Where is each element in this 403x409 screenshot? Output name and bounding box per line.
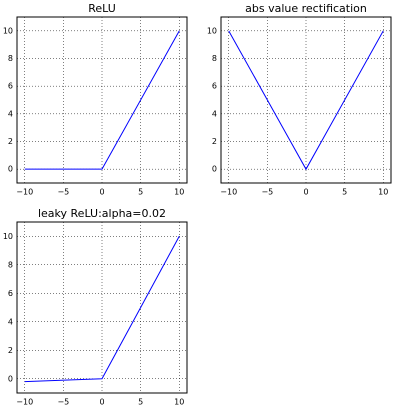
y-tick-label: 6: [212, 82, 217, 91]
y-tick-label: 6: [8, 289, 13, 298]
x-tick-label: 0: [99, 398, 104, 407]
x-tick-label: 5: [138, 398, 143, 407]
y-tick-label: 2: [8, 137, 13, 146]
plot-frame: [220, 16, 392, 184]
y-tick-label: 0: [212, 165, 217, 174]
x-tick-label: 10: [174, 188, 184, 197]
line: [24, 30, 180, 170]
y-tick-label: 8: [212, 54, 217, 63]
x-tick-label: −10: [220, 188, 237, 197]
y-tick-label: 10: [207, 26, 217, 35]
chart-title: leaky ReLU:alpha=0.02: [38, 207, 166, 220]
x-tick-label: 0: [303, 188, 308, 197]
y-tick-label: 4: [8, 109, 13, 118]
y-tick-label: 0: [8, 165, 13, 174]
y-tick-label: 8: [8, 54, 13, 63]
y-tick-label: 2: [8, 346, 13, 355]
x-tick-label: −5: [57, 188, 69, 197]
x-tick-label: 5: [138, 188, 143, 197]
x-tick-label: −10: [16, 398, 33, 407]
y-tick-label: 10: [3, 26, 13, 35]
y-tick-label: 4: [212, 109, 217, 118]
y-tick-label: 4: [8, 317, 13, 326]
x-tick-label: −10: [16, 188, 33, 197]
y-tick-label: 10: [3, 232, 13, 241]
y-tick-label: 6: [8, 82, 13, 91]
y-tick-label: 2: [212, 137, 217, 146]
y-tick-label: 8: [8, 260, 13, 269]
line: [24, 236, 180, 383]
y-tick-label: 0: [8, 374, 13, 383]
line: [228, 30, 384, 171]
x-tick-label: 10: [378, 188, 388, 197]
x-tick-label: −5: [57, 398, 69, 407]
plot-frame: [16, 221, 188, 394]
plot-frame: [16, 16, 188, 184]
x-tick-label: 10: [174, 398, 184, 407]
chart-title: ReLU: [88, 2, 116, 15]
chart-title: abs value rectification: [245, 2, 367, 15]
x-tick-label: 5: [342, 188, 347, 197]
x-tick-label: 0: [99, 188, 104, 197]
x-tick-label: −5: [261, 188, 273, 197]
